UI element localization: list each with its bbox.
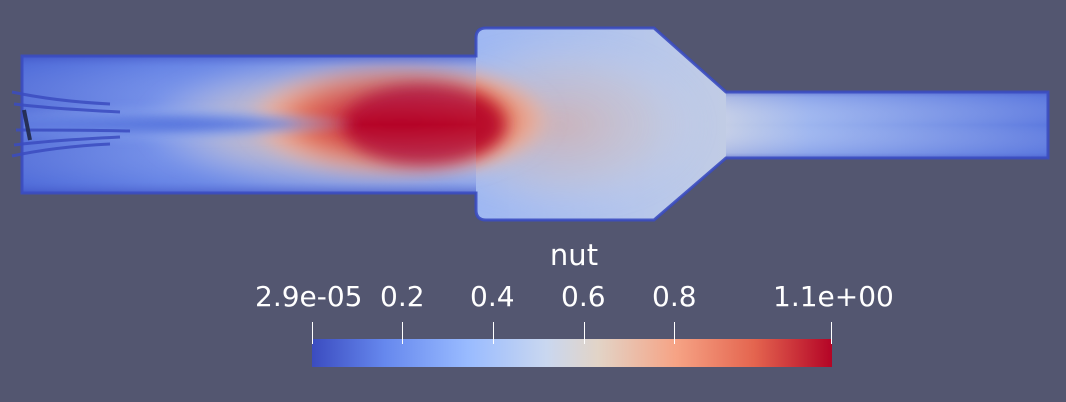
- colorbar-tick: [312, 322, 313, 344]
- inlet-injector-lines: [11, 90, 131, 158]
- colorbar-label-0.8: 0.8: [652, 280, 697, 313]
- colorbar-tick: [584, 322, 585, 344]
- colorbar-label-max: 1.1e+00: [773, 280, 894, 313]
- colorbar-tick: [674, 322, 675, 344]
- colorbar-tick: [402, 322, 403, 344]
- colorbar-label-0.4: 0.4: [470, 280, 515, 313]
- domain-outline: [20, 26, 1050, 222]
- colorbar-label-min: 2.9e-05: [255, 280, 363, 313]
- colorbar-label-0.6: 0.6: [561, 280, 606, 313]
- colorbar-tick: [831, 322, 832, 344]
- colorbar-label-0.2: 0.2: [380, 280, 425, 313]
- colorbar-gradient: [312, 339, 832, 367]
- colorbar-tick: [493, 322, 494, 344]
- colorbar-title: nut: [549, 238, 599, 272]
